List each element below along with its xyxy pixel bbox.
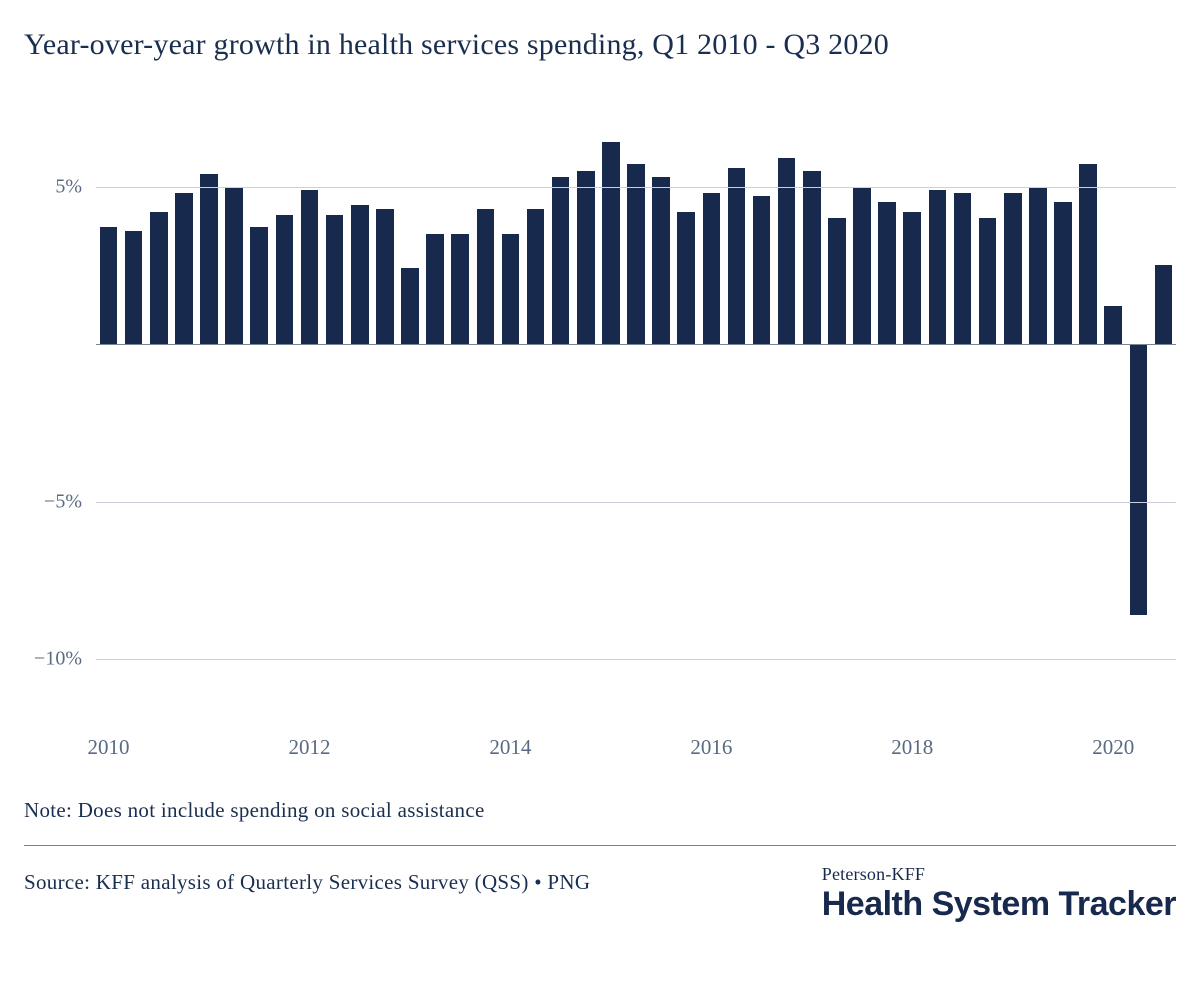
bar: [1130, 344, 1148, 615]
bar: [225, 187, 243, 345]
plot-area: 5%−5%−10%: [96, 92, 1176, 722]
bar: [200, 174, 218, 344]
bar: [979, 218, 997, 344]
source-text: Source: KFF analysis of Quarterly Servic…: [24, 864, 590, 895]
bar: [677, 212, 695, 344]
bar: [527, 209, 545, 344]
bar: [652, 177, 670, 344]
logo: Peterson-KFF Health System Tracker: [822, 864, 1176, 923]
bar: [451, 234, 469, 344]
gridline: [96, 187, 1176, 188]
bar: [502, 234, 520, 344]
gridline: [96, 659, 1176, 660]
bar: [376, 209, 394, 344]
bar: [175, 193, 193, 344]
x-axis-label: 2012: [288, 735, 330, 760]
bar: [401, 268, 419, 344]
bar: [1004, 193, 1022, 344]
footer: Source: KFF analysis of Quarterly Servic…: [24, 864, 1176, 923]
bar: [351, 205, 369, 344]
bar: [903, 212, 921, 344]
bar: [929, 190, 947, 344]
bar: [703, 193, 721, 344]
chart-page: Year-over-year growth in health services…: [0, 0, 1200, 984]
x-axis-label: 2016: [690, 735, 732, 760]
y-axis-label: 5%: [55, 175, 82, 198]
bar: [954, 193, 972, 344]
logo-topline: Peterson-KFF: [822, 864, 1176, 885]
bar: [753, 196, 771, 344]
x-axis-label: 2010: [88, 735, 130, 760]
bar: [602, 142, 620, 344]
bar: [552, 177, 570, 344]
bar: [878, 202, 896, 344]
bar: [150, 212, 168, 344]
bar: [301, 190, 319, 344]
bar: [1104, 306, 1122, 344]
bar: [627, 164, 645, 344]
bar: [853, 187, 871, 345]
bar: [1054, 202, 1072, 344]
bar: [326, 215, 344, 344]
bar: [1079, 164, 1097, 344]
x-axis-label: 2018: [891, 735, 933, 760]
chart-area: 5%−5%−10% 201020122014201620182020: [24, 80, 1176, 780]
bar: [125, 231, 143, 344]
x-axis-label: 2020: [1092, 735, 1134, 760]
x-axis-label: 2014: [489, 735, 531, 760]
bar: [577, 171, 595, 344]
bar: [803, 171, 821, 344]
bar: [477, 209, 495, 344]
zero-line: [96, 344, 1176, 345]
logo-main: Health System Tracker: [822, 887, 1176, 923]
bar: [1155, 265, 1173, 344]
bar: [100, 227, 118, 344]
bar: [276, 215, 294, 344]
bar: [728, 168, 746, 344]
bar: [828, 218, 846, 344]
y-axis-label: −10%: [34, 648, 82, 671]
divider: [24, 845, 1176, 846]
chart-title: Year-over-year growth in health services…: [24, 28, 1176, 62]
bar: [426, 234, 444, 344]
chart-note: Note: Does not include spending on socia…: [24, 798, 1176, 823]
y-axis-label: −5%: [44, 490, 82, 513]
gridline: [96, 502, 1176, 503]
bar: [250, 227, 268, 344]
bar: [1029, 187, 1047, 345]
